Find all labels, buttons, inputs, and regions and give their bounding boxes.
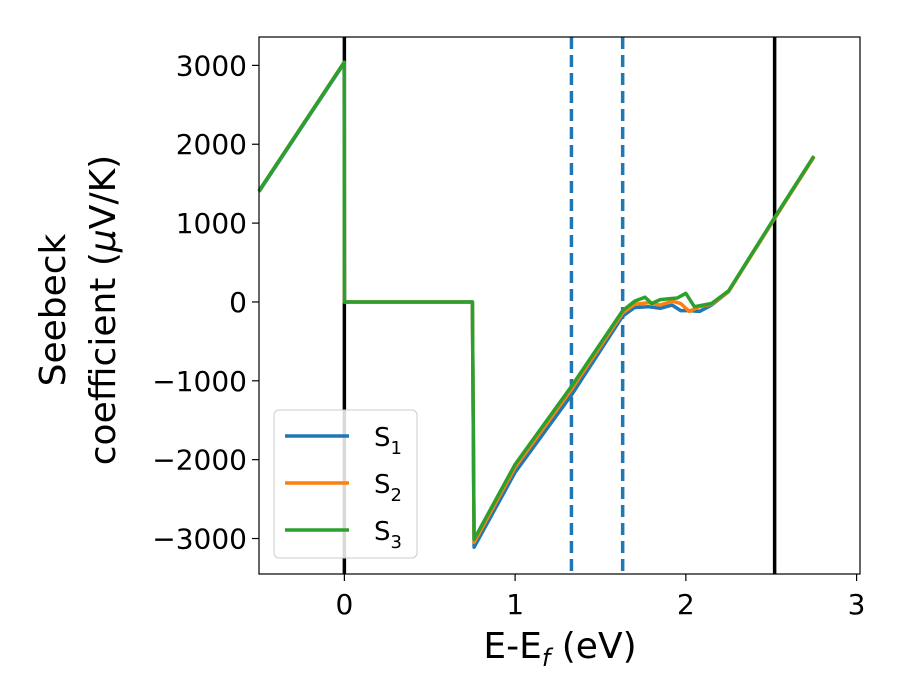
y-axis-title-line2-text: coefficient ( [83, 252, 124, 465]
legend-label-S3: S3 [374, 517, 402, 553]
plot-frame [258, 36, 861, 575]
x-axis-ticks: 0 1 2 3 [335, 574, 865, 621]
y-axis-title-mu: μ [83, 229, 124, 253]
y-tick-label: −3000 [152, 523, 247, 556]
y-axis-ticks: 3000 2000 1000 0 −1000 −2000 −3000 [152, 49, 259, 556]
y-tick-label: 2000 [176, 128, 247, 161]
y-axis-title-unit: V/K) [83, 155, 124, 229]
series-lines [257, 60, 816, 549]
y-axis-title-line2: coefficient (μV/K) [83, 155, 124, 465]
series-line-S3 [257, 60, 816, 542]
y-tick-label: 0 [229, 286, 247, 319]
x-tick-label: 2 [677, 588, 695, 621]
legend-label-main: S [374, 517, 391, 547]
y-axis-title-line1: Seebeck [33, 233, 74, 386]
x-axis-title-main: E-E [483, 626, 541, 667]
legend-label-sub: 3 [391, 532, 402, 553]
y-tick-label: 1000 [176, 207, 247, 240]
legend-label-S1: S1 [374, 423, 402, 459]
legend-label-sub: 1 [391, 438, 402, 459]
y-axis-title: Seebeck coefficient (μV/K) [33, 155, 124, 465]
y-tick-label: −1000 [152, 365, 247, 398]
legend-label-main: S [374, 470, 391, 500]
legend-label-S2: S2 [374, 470, 402, 506]
x-tick-label: 0 [335, 588, 353, 621]
y-tick-label: 3000 [176, 49, 247, 82]
x-axis-title-unit: (eV) [550, 626, 636, 667]
x-axis-title: E-Ef (eV) [483, 626, 636, 672]
x-tick-label: 1 [506, 588, 524, 621]
legend-label-main: S [374, 423, 391, 453]
legend-label-sub: 2 [391, 485, 402, 506]
y-tick-label: −2000 [152, 444, 247, 477]
x-tick-label: 3 [848, 588, 866, 621]
